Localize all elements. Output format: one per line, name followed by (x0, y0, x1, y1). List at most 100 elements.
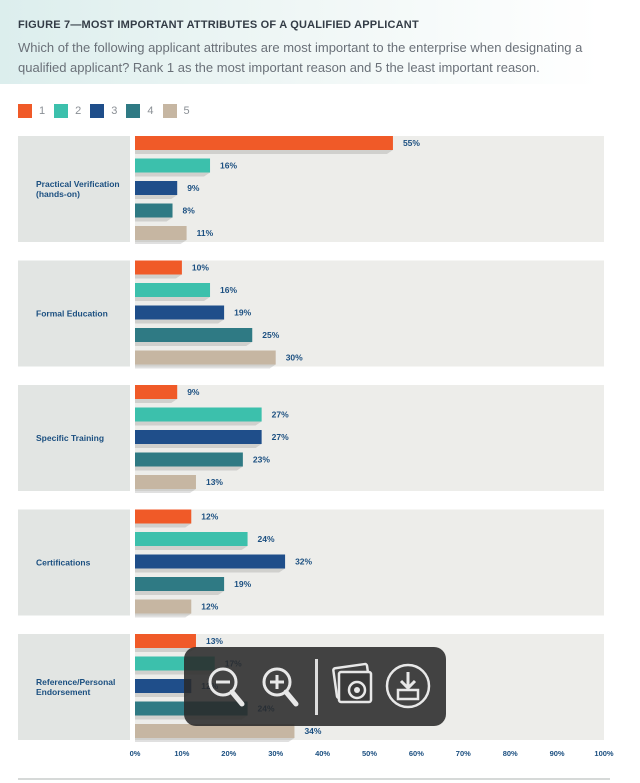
bar-shadow (135, 297, 211, 301)
data-label: 12% (201, 602, 218, 612)
category-label: Formal Education (36, 309, 108, 319)
x-tick-label: 100% (594, 749, 614, 758)
category-label: Practical Verification (hands-on) (36, 179, 120, 199)
legend-label-1: 1 (39, 105, 46, 117)
bar-shadow (135, 342, 253, 346)
data-label: 8% (183, 206, 196, 216)
zoom-in-button[interactable] (254, 660, 306, 712)
legend-item-2: 2 (54, 104, 81, 118)
data-label: 9% (187, 387, 200, 397)
x-tick-label: 0% (130, 749, 141, 758)
bar-shadow (135, 466, 243, 471)
legend-label-3: 3 (111, 105, 118, 117)
legend-item-5: 5 (162, 104, 190, 118)
legend-swatch-2 (54, 104, 69, 118)
legend-item-1: 1 (18, 104, 45, 118)
bar (135, 305, 225, 320)
x-tick-label: 90% (550, 749, 565, 758)
bar-shadow (135, 172, 211, 177)
bar (135, 226, 187, 240)
bar-shadow (135, 568, 286, 573)
x-tick-label: 70% (456, 749, 471, 758)
bar (135, 532, 248, 546)
category-label: Certifications (36, 558, 91, 568)
figure-description: Which of the following applicant attribu… (18, 40, 583, 75)
bar (135, 260, 182, 275)
bar (135, 328, 253, 342)
x-tick-label: 60% (409, 749, 424, 758)
bar-shadow (135, 240, 187, 244)
data-label: 30% (286, 353, 303, 363)
gallery-button[interactable] (327, 660, 379, 712)
legend-swatch-5 (162, 104, 177, 118)
download-icon (385, 663, 431, 709)
bar (135, 181, 178, 195)
data-label: 12% (201, 512, 218, 522)
download-button[interactable] (382, 660, 434, 712)
legend-swatch-4 (126, 104, 141, 118)
bar-shadow (135, 648, 196, 652)
bar-shadow (135, 319, 225, 324)
bar-shadow (135, 364, 276, 369)
category-panel (135, 136, 604, 242)
data-label: 13% (206, 477, 223, 487)
data-label: 16% (220, 161, 237, 171)
bar (135, 554, 286, 569)
data-label: 25% (262, 330, 279, 340)
data-label: 19% (234, 579, 251, 589)
bar-shadow (135, 546, 248, 550)
bar (135, 452, 243, 467)
data-label: 9% (187, 183, 200, 193)
figure-title: FIGURE 7—MOST IMPORTANT ATTRIBUTES OF A … (18, 19, 419, 31)
bar-shadow (135, 421, 262, 426)
bar (135, 634, 196, 648)
x-tick-label: 80% (503, 749, 518, 758)
x-tick-label: 30% (268, 749, 283, 758)
legend-swatch-3 (90, 104, 105, 118)
x-tick-label: 50% (362, 749, 377, 758)
bar (135, 203, 173, 218)
bar-shadow (135, 693, 192, 697)
data-label: 34% (304, 726, 321, 736)
legend-item-3: 3 (90, 104, 117, 118)
bar-shadow (135, 274, 182, 279)
legend-label-5: 5 (183, 105, 190, 117)
x-tick-label: 40% (315, 749, 330, 758)
bar-shadow (135, 523, 192, 528)
data-label: 32% (295, 557, 312, 567)
data-label: 19% (234, 308, 251, 318)
category-label-panel (18, 634, 130, 740)
bar (135, 350, 276, 365)
x-tick-label: 10% (174, 749, 189, 758)
legend-swatch-1 (18, 104, 32, 118)
data-label: 23% (253, 455, 270, 465)
bar (135, 577, 225, 591)
legend-label-4: 4 (147, 105, 154, 117)
bar (135, 599, 192, 614)
bar-shadow (135, 489, 196, 493)
bar-shadow (135, 217, 173, 222)
data-label: 10% (192, 263, 209, 273)
chart-legend: 1 2 3 4 5 (18, 103, 199, 119)
legend-item-4: 4 (126, 104, 154, 118)
data-label: 55% (403, 138, 420, 148)
category-label: Reference/Personal Endorsement (36, 677, 115, 697)
bar (135, 430, 262, 444)
bar (135, 509, 192, 524)
gallery-icon (332, 662, 373, 704)
bar (135, 283, 211, 297)
legend-label-2: 2 (75, 105, 82, 117)
bar (135, 136, 393, 150)
category-label-panel (18, 260, 130, 367)
bar (135, 475, 196, 489)
zoom-in-icon (262, 667, 299, 707)
zoom-out-button[interactable] (200, 660, 252, 712)
bar (135, 407, 262, 422)
data-label: 16% (220, 285, 237, 295)
bar-shadow (135, 150, 393, 154)
zoom-out-icon (208, 667, 245, 707)
bar-shadow (135, 738, 295, 742)
bar-shadow (135, 195, 178, 199)
image-viewer-toolbar (184, 647, 446, 726)
category-label: Specific Training (36, 433, 104, 443)
